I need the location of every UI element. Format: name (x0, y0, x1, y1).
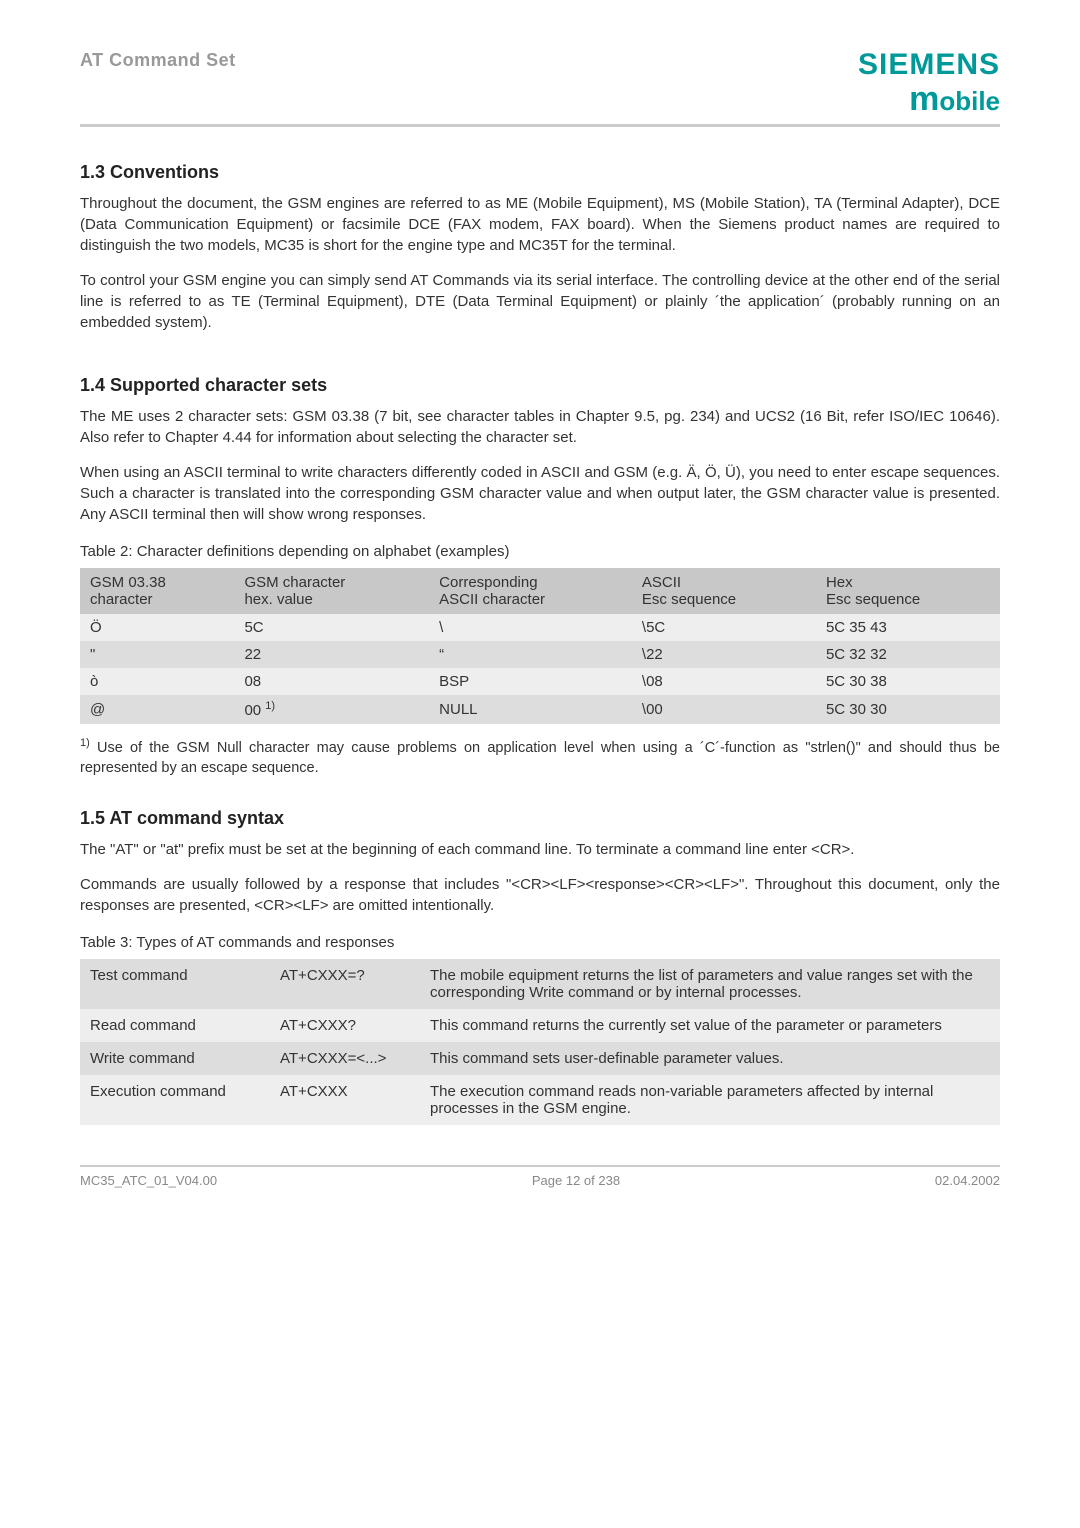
header-rule (80, 124, 1000, 127)
footer-right: 02.04.2002 (935, 1173, 1000, 1188)
footer-left: MC35_ATC_01_V04.00 (80, 1173, 217, 1188)
table3-at-commands: Test command AT+CXXX=? The mobile equipm… (80, 959, 1000, 1125)
section-1-3-title: 1.3 Conventions (80, 162, 1000, 183)
footer-center: Page 12 of 238 (532, 1173, 620, 1188)
table-row: Write command AT+CXXX=<...> This command… (80, 1042, 1000, 1075)
section-1-5-title: 1.5 AT command syntax (80, 808, 1000, 829)
siemens-logo: SIEMENS mobile (858, 50, 1000, 116)
table2-h2: GSM characterhex. value (234, 568, 429, 614)
section-1-4-p2: When using an ASCII terminal to write ch… (80, 462, 1000, 525)
section-1-3-p1: Throughout the document, the GSM engines… (80, 193, 1000, 256)
table2-h1: GSM 03.38character (80, 568, 234, 614)
table2-header-row: GSM 03.38character GSM characterhex. val… (80, 568, 1000, 614)
logo-siemens-text: SIEMENS (858, 50, 1000, 80)
table-row: " 22 “ \22 5C 32 32 (80, 641, 1000, 668)
header-title: AT Command Set (80, 50, 236, 71)
table2-caption: Table 2: Character definitions depending… (80, 543, 1000, 560)
logo-mobile-text: mobile (858, 82, 1000, 116)
table-row: ò 08 BSP \08 5C 30 38 (80, 668, 1000, 695)
table2-h3: CorrespondingASCII character (429, 568, 632, 614)
table3-caption: Table 3: Types of AT commands and respon… (80, 934, 1000, 951)
table2-footnote: 1) Use of the GSM Null character may cau… (80, 736, 1000, 778)
table-row: Test command AT+CXXX=? The mobile equipm… (80, 959, 1000, 1009)
table2-h5: HexEsc sequence (816, 568, 1000, 614)
page-footer: MC35_ATC_01_V04.00 Page 12 of 238 02.04.… (80, 1167, 1000, 1188)
page-header: AT Command Set SIEMENS mobile (80, 50, 1000, 116)
table2-char-defs: GSM 03.38character GSM characterhex. val… (80, 568, 1000, 724)
section-1-4-p1: The ME uses 2 character sets: GSM 03.38 … (80, 406, 1000, 448)
table2-h4: ASCIIEsc sequence (632, 568, 816, 614)
section-1-3-p2: To control your GSM engine you can simpl… (80, 270, 1000, 333)
table-row: @ 00 1) NULL \00 5C 30 30 (80, 695, 1000, 724)
section-1-5-p1: The "AT" or "at" prefix must be set at t… (80, 839, 1000, 860)
section-1-5-p2: Commands are usually followed by a respo… (80, 874, 1000, 916)
section-1-4-title: 1.4 Supported character sets (80, 375, 1000, 396)
table-row: Execution command AT+CXXX The execution … (80, 1075, 1000, 1125)
table-row: Read command AT+CXXX? This command retur… (80, 1009, 1000, 1042)
table-row: Ö 5C \ \5C 5C 35 43 (80, 614, 1000, 641)
